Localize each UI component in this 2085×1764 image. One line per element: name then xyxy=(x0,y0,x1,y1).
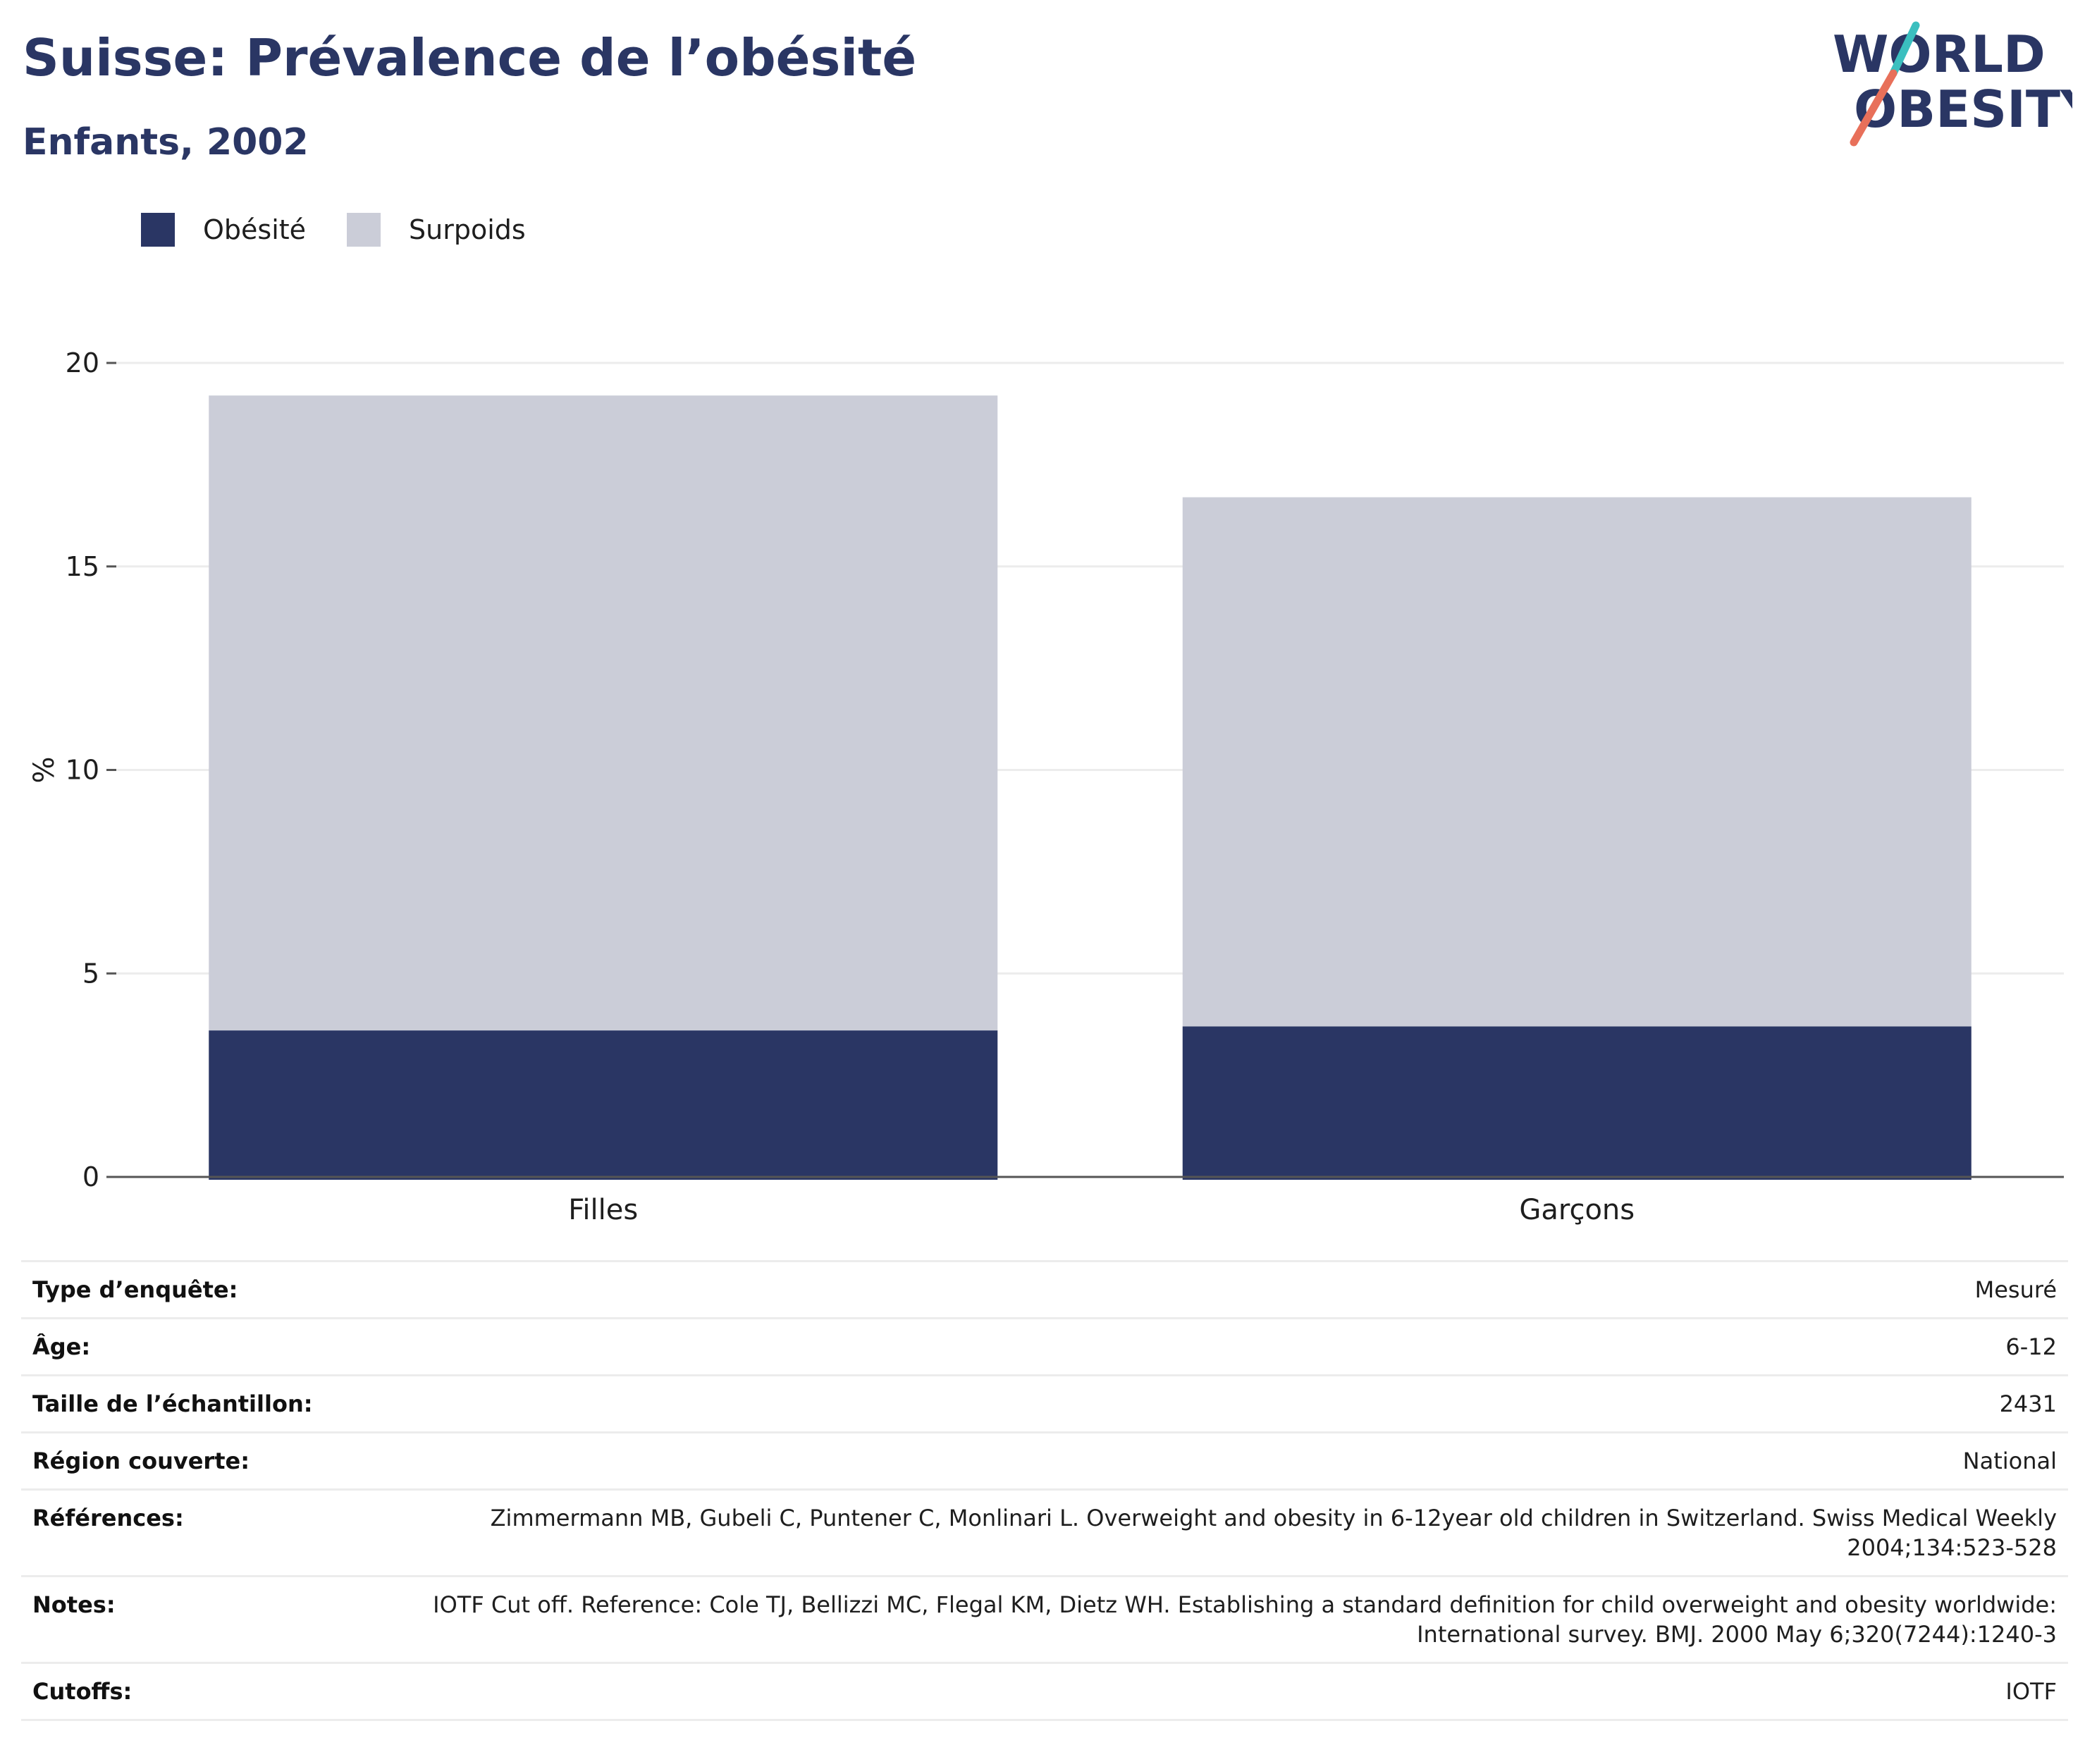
metadata-value: Zimmermann MB, Gubeli C, Puntener C, Mon… xyxy=(324,1489,2068,1577)
metadata-value: 2431 xyxy=(324,1375,2068,1433)
y-tick-label: 10 xyxy=(66,755,99,786)
legend-item-overweight: Surpoids xyxy=(347,213,526,247)
metadata-row: Taille de l’échantillon: 2431 xyxy=(21,1375,2068,1433)
world-obesity-logo: WORLD OBESITY xyxy=(1833,21,2072,147)
metadata-key: Âge: xyxy=(21,1318,324,1376)
y-tick-label: 0 xyxy=(82,1161,99,1192)
legend-item-obesity: Obésité xyxy=(141,213,306,247)
metadata-key: Références: xyxy=(21,1489,324,1577)
metadata-value: 6-12 xyxy=(324,1318,2068,1376)
metadata-row: Type d’enquête: Mesuré xyxy=(21,1260,2068,1319)
legend-swatch-overweight xyxy=(347,213,381,247)
chart-legend: Obésité Surpoids xyxy=(141,210,567,249)
y-tick-label: 5 xyxy=(82,958,99,989)
logo-slash-top xyxy=(1889,21,1920,78)
x-tick-label: Garçons xyxy=(1519,1194,1635,1226)
logo-line-world: WORLD xyxy=(1833,25,2046,84)
metadata-row: Région couverte: National xyxy=(21,1432,2068,1491)
bar-overweight xyxy=(209,395,998,1031)
metadata-key: Notes: xyxy=(21,1576,324,1664)
metadata-value: IOTF Cut off. Reference: Cole TJ, Belliz… xyxy=(324,1576,2068,1664)
y-tick-label: 15 xyxy=(66,551,99,582)
metadata-key: Type d’enquête: xyxy=(21,1260,324,1319)
bar-overweight xyxy=(1182,497,1972,1027)
logo-line-obesity: OBESITY xyxy=(1854,80,2072,139)
legend-swatch-obesity xyxy=(141,213,175,247)
bar-obesity xyxy=(1182,1026,1972,1180)
metadata-key: Cutoffs: xyxy=(21,1663,324,1721)
y-axis-label: % xyxy=(28,756,61,783)
metadata-row: Références: Zimmermann MB, Gubeli C, Punt… xyxy=(21,1489,2068,1577)
legend-label-overweight: Surpoids xyxy=(409,214,526,245)
metadata-row: Notes: IOTF Cut off. Reference: Cole TJ, … xyxy=(21,1576,2068,1664)
metadata-key: Taille de l’échantillon: xyxy=(21,1375,324,1433)
metadata-row: Cutoffs: IOTF xyxy=(21,1663,2068,1721)
survey-metadata-table: Type d’enquête: Mesuré Âge: 6-12 Taille de l… xyxy=(21,1260,2068,1721)
chart-subtitle: Enfants, 2002 xyxy=(23,121,309,164)
logo-slash-bottom xyxy=(1850,69,1898,147)
metadata-row: Âge: 6-12 xyxy=(21,1318,2068,1376)
x-tick-label: Filles xyxy=(568,1194,638,1226)
stacked-bar-chart: 0 5 10 15 20% Filles Garçons xyxy=(28,347,2064,1226)
bar-obesity xyxy=(209,1030,998,1180)
legend-label-obesity: Obésité xyxy=(203,214,307,245)
chart-title: Suisse: Prévalence de l’obésité xyxy=(23,28,917,87)
metadata-value: IOTF xyxy=(324,1663,2068,1721)
metadata-value: National xyxy=(324,1432,2068,1491)
metadata-key: Région couverte: xyxy=(21,1432,324,1491)
metadata-value: Mesuré xyxy=(324,1260,2068,1319)
y-tick-label: 20 xyxy=(66,347,99,378)
